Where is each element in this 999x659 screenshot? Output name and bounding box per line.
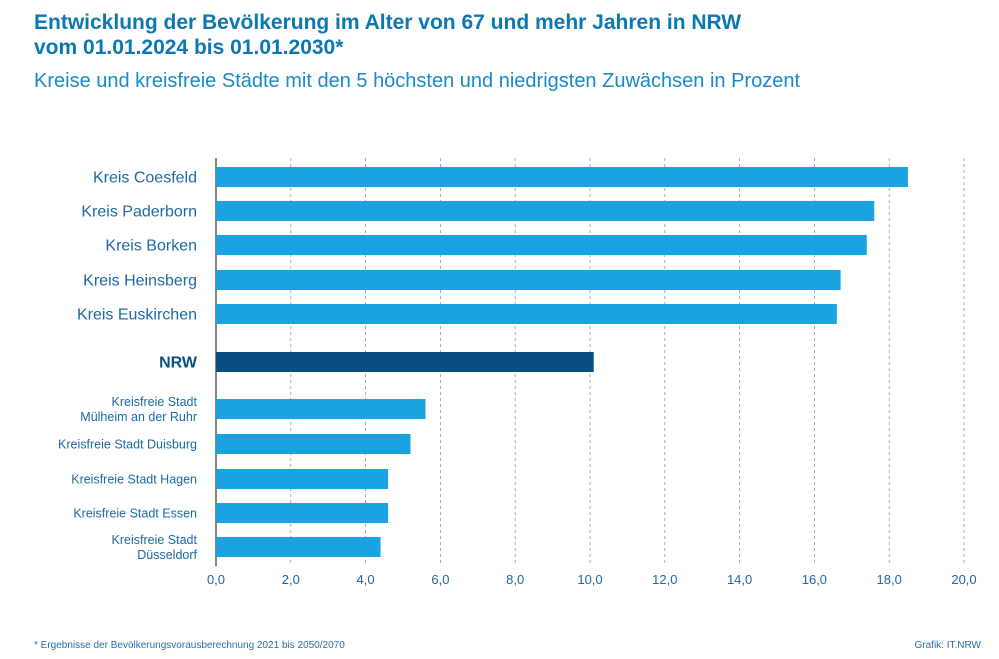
- category-label: Kreisfreie Stadt Duisburg: [58, 437, 197, 451]
- category-label: Kreisfreie Stadt Hagen: [71, 472, 197, 486]
- bar: [216, 503, 389, 523]
- x-tick-label: 10,0: [577, 572, 602, 587]
- bar: [216, 434, 411, 454]
- bar: [216, 270, 841, 290]
- chart-title: Entwicklung der Bevölkerung im Alter von…: [34, 10, 974, 60]
- category-label: Düsseldorf: [137, 548, 197, 562]
- chart-subtitle: Kreise und kreisfreie Städte mit den 5 h…: [34, 70, 800, 92]
- bar: [216, 469, 389, 489]
- x-tick-label: 4,0: [357, 572, 375, 587]
- bar: [216, 399, 426, 419]
- credit: Grafik: IT.NRW: [914, 640, 981, 651]
- category-label: Kreis Coesfeld: [93, 170, 197, 187]
- category-label: Kreisfreie Stadt: [112, 533, 198, 547]
- x-tick-label: 6,0: [431, 572, 449, 587]
- x-tick-label: 14,0: [727, 572, 752, 587]
- x-tick-label: 2,0: [282, 572, 300, 587]
- category-label: Kreis Heinsberg: [83, 273, 197, 290]
- x-tick-label: 12,0: [652, 572, 677, 587]
- category-label: Kreis Euskirchen: [77, 307, 197, 324]
- category-label: NRW: [159, 355, 198, 372]
- bar: [216, 167, 908, 187]
- x-tick-label: 8,0: [506, 572, 524, 587]
- x-tick-label: 16,0: [802, 572, 827, 587]
- category-label: Kreis Paderborn: [81, 204, 197, 221]
- category-label: Kreis Borken: [105, 238, 197, 255]
- footnote: * Ergebnisse der Bevölkerungsvorausberec…: [34, 640, 345, 651]
- x-tick-label: 0,0: [207, 572, 225, 587]
- category-label: Mülheim an der Ruhr: [80, 410, 197, 424]
- bar: [216, 235, 867, 255]
- category-label: Kreisfreie Stadt: [112, 395, 198, 409]
- category-label: Kreisfreie Stadt Essen: [73, 506, 197, 520]
- x-tick-label: 20,0: [951, 572, 976, 587]
- bar: [216, 352, 594, 372]
- bar: [216, 304, 837, 324]
- title-line-2: vom 01.01.2024 bis 01.01.2030*: [34, 36, 344, 59]
- bar: [216, 201, 875, 221]
- bar: [216, 537, 381, 557]
- x-tick-label: 18,0: [877, 572, 902, 587]
- title-line-1: Entwicklung der Bevölkerung im Alter von…: [34, 11, 742, 34]
